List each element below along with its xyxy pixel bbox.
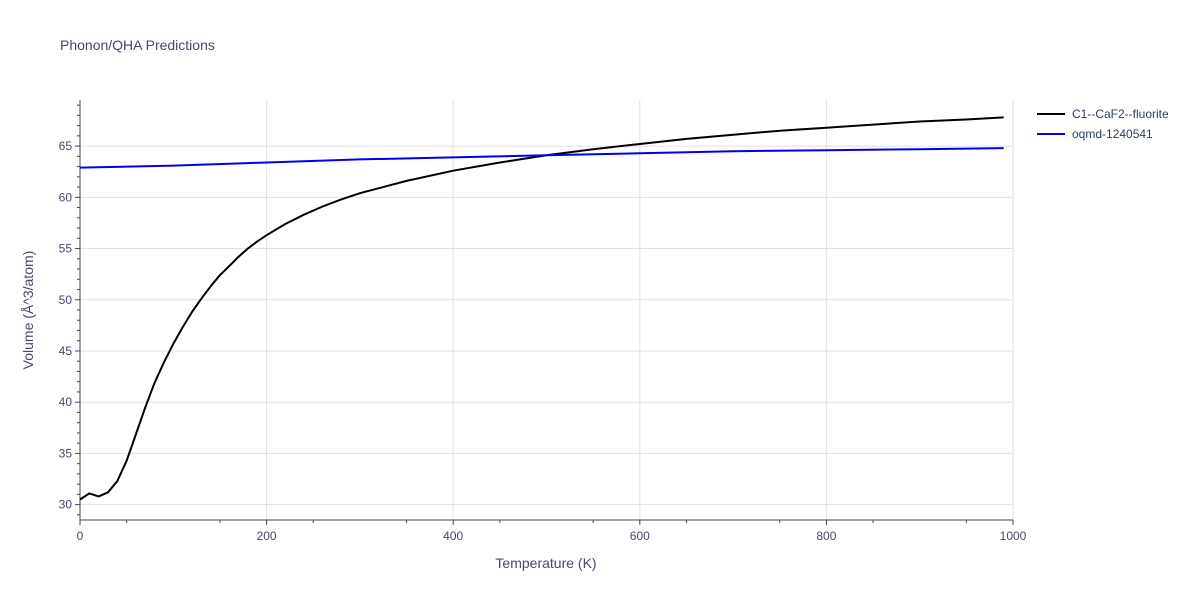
y-tick-label: 65 — [59, 139, 73, 153]
y-tick-label: 60 — [59, 190, 73, 204]
x-tick-label: 800 — [816, 529, 836, 543]
x-tick-label: 600 — [630, 529, 650, 543]
x-tick-label: 400 — [443, 529, 463, 543]
legend-label-1: oqmd-1240541 — [1072, 127, 1153, 141]
x-tick-label: 1000 — [1000, 529, 1027, 543]
y-tick-label: 35 — [59, 446, 73, 460]
y-axis-title: Volume (Å^3/atom) — [20, 251, 36, 370]
grid — [80, 100, 1014, 520]
series-line-0 — [79, 116, 1004, 501]
x-tick-label: 0 — [77, 529, 84, 543]
tick-marks — [75, 104, 1014, 525]
chart-title: Phonon/QHA Predictions — [60, 37, 215, 53]
y-tick-labels: 30 35 40 45 50 55 60 65 — [59, 139, 73, 512]
y-tick-label: 50 — [59, 293, 73, 307]
y-tick-label: 30 — [59, 498, 73, 512]
series-group — [79, 116, 1004, 501]
x-tick-labels: 0 200 400 600 800 1000 — [77, 529, 1027, 543]
series-line-1 — [79, 147, 1004, 169]
legend: C1--CaF2--fluorite oqmd-1240541 — [1037, 107, 1169, 141]
y-tick-label: 40 — [59, 395, 73, 409]
legend-label-0: C1--CaF2--fluorite — [1072, 107, 1169, 121]
y-tick-label: 55 — [59, 242, 73, 256]
x-tick-label: 200 — [257, 529, 277, 543]
y-tick-label: 45 — [59, 344, 73, 358]
x-axis-title: Temperature (K) — [495, 555, 596, 571]
